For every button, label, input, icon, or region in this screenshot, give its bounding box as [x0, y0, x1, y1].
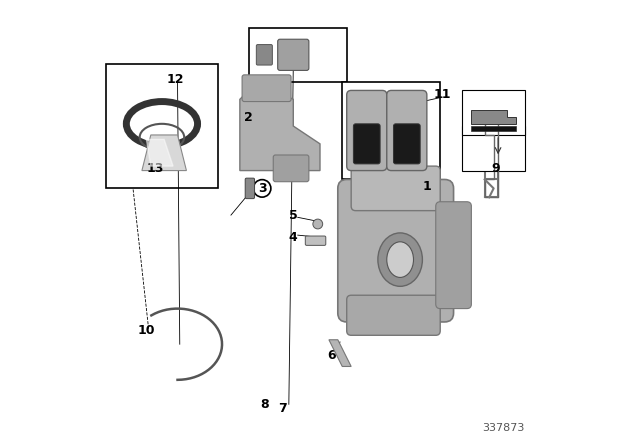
Bar [249, 28, 347, 82]
Polygon shape [147, 139, 173, 166]
Text: 8: 8 [260, 398, 269, 411]
Bar [463, 126, 525, 171]
Polygon shape [240, 82, 320, 171]
FancyBboxPatch shape [387, 90, 427, 171]
Ellipse shape [378, 233, 422, 286]
FancyBboxPatch shape [242, 75, 291, 102]
FancyBboxPatch shape [273, 155, 309, 182]
Text: 2: 2 [244, 111, 253, 124]
Bar [463, 90, 525, 135]
FancyBboxPatch shape [305, 236, 326, 246]
Text: 6: 6 [327, 349, 335, 362]
FancyBboxPatch shape [257, 44, 273, 65]
Polygon shape [472, 126, 516, 130]
Text: 4: 4 [289, 231, 298, 244]
FancyBboxPatch shape [394, 124, 420, 164]
FancyBboxPatch shape [245, 178, 255, 198]
FancyBboxPatch shape [353, 124, 380, 164]
Bar [342, 82, 440, 180]
Text: 1: 1 [422, 180, 431, 193]
FancyBboxPatch shape [278, 39, 309, 70]
Ellipse shape [313, 219, 323, 229]
Text: 11: 11 [434, 88, 451, 101]
Text: 10: 10 [138, 324, 155, 337]
Bar [106, 64, 218, 188]
FancyBboxPatch shape [351, 166, 440, 211]
Text: 12: 12 [166, 73, 184, 86]
Text: 7: 7 [278, 402, 287, 415]
Text: 3: 3 [258, 182, 266, 195]
FancyBboxPatch shape [436, 202, 472, 309]
FancyBboxPatch shape [347, 295, 440, 335]
FancyBboxPatch shape [347, 90, 387, 171]
Text: 337873: 337873 [483, 423, 525, 433]
Polygon shape [142, 135, 186, 171]
Text: 13: 13 [147, 162, 164, 175]
FancyBboxPatch shape [338, 180, 454, 322]
Ellipse shape [387, 242, 413, 277]
Polygon shape [472, 111, 516, 124]
Text: 5: 5 [289, 209, 298, 222]
Polygon shape [329, 340, 351, 366]
Text: 9: 9 [492, 162, 500, 175]
